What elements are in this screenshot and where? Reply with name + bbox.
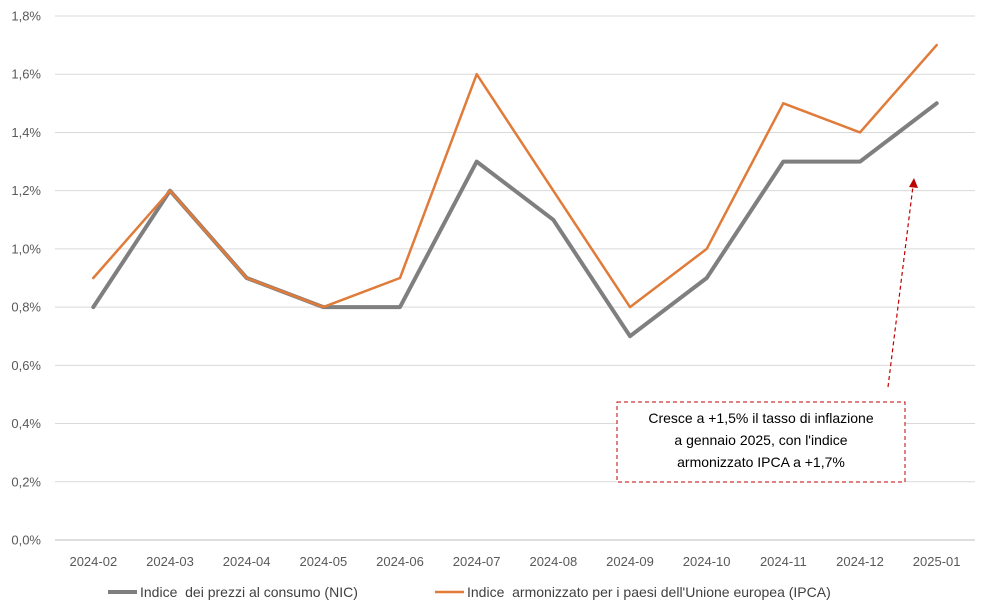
- annotation-line-2: a gennaio 2025, con l'indice: [674, 432, 847, 448]
- x-tick-label: 2024-05: [299, 554, 347, 569]
- nic-data-point: [935, 101, 939, 105]
- y-tick-label: 1,0%: [11, 241, 41, 256]
- ipca-data-point: [935, 43, 939, 47]
- ipca-data-point: [781, 101, 785, 105]
- ipca-data-point: [91, 276, 95, 280]
- legend: Indice dei prezzi al consumo (NIC) Indic…: [108, 584, 831, 600]
- x-tick-label: 2024-11: [760, 554, 807, 569]
- nic-data-point: [551, 218, 555, 222]
- y-tick-label: 1,8%: [11, 9, 41, 24]
- x-tick-label: 2024-09: [606, 554, 654, 569]
- y-tick-label: 0,6%: [11, 358, 41, 373]
- annotation-arrow-line: [887, 185, 914, 388]
- ipca-data-point: [858, 130, 862, 134]
- nic-data-point: [858, 160, 862, 164]
- nic-data-point: [475, 160, 479, 164]
- x-tick-label: 2024-07: [453, 554, 501, 569]
- y-tick-label: 0,4%: [11, 416, 41, 431]
- x-tick-label: 2024-03: [146, 554, 194, 569]
- x-tick-label: 2025-01: [913, 554, 961, 569]
- ipca-data-point: [245, 276, 249, 280]
- nic-data-point: [398, 305, 402, 309]
- x-tick-label: 2024-08: [529, 554, 577, 569]
- ipca-data-point: [321, 305, 325, 309]
- y-tick-label: 0,8%: [11, 300, 41, 315]
- legend-label-ipca: Indice armonizzato per i paesi dell'Unio…: [467, 584, 831, 600]
- x-tick-label: 2024-10: [683, 554, 731, 569]
- grid-lines: [55, 15, 975, 541]
- x-axis-tick-labels: 2024-02 2024-03 2024-04 2024-05 2024-06 2024-…: [69, 554, 960, 569]
- annotation-callout: Cresce a +1,5% il tasso di inflazione a …: [616, 178, 918, 483]
- annotation-arrowhead-icon: [909, 178, 918, 188]
- x-tick-label: 2024-04: [223, 554, 271, 569]
- nic-data-point: [781, 160, 785, 164]
- x-tick-label: 2024-12: [836, 554, 884, 569]
- y-tick-label: 1,2%: [11, 183, 41, 198]
- nic-data-point: [705, 276, 709, 280]
- series-lines: [91, 43, 939, 339]
- nic-data-point: [628, 334, 632, 338]
- ipca-data-point: [475, 72, 479, 76]
- ipca-data-point: [705, 247, 709, 251]
- y-axis-tick-labels: 0,0% 0,2% 0,4% 0,6% 0,8% 1,0% 1,2% 1,4% 1,6% 1,8%: [11, 9, 41, 548]
- y-tick-label: 1,4%: [11, 125, 41, 140]
- ipca-data-point: [168, 189, 172, 193]
- nic-data-point: [91, 305, 95, 309]
- legend-label-nic: Indice dei prezzi al consumo (NIC): [140, 584, 358, 600]
- ipca-data-point: [398, 276, 402, 280]
- y-tick-label: 0,2%: [11, 474, 41, 489]
- series-line-ipca: [92, 43, 938, 309]
- x-tick-label: 2024-02: [69, 554, 117, 569]
- y-tick-label: 1,6%: [11, 67, 41, 82]
- ipca-data-point: [628, 305, 632, 309]
- ipca-data-point: [551, 189, 555, 193]
- series-line-nic: [91, 101, 939, 339]
- y-tick-label: 0,0%: [11, 533, 41, 548]
- annotation-line-3: armonizzato IPCA a +1,7%: [677, 454, 845, 470]
- annotation-box: [616, 401, 906, 483]
- annotation-line-1: Cresce a +1,5% il tasso di inflazione: [648, 410, 873, 426]
- x-tick-label: 2024-06: [376, 554, 424, 569]
